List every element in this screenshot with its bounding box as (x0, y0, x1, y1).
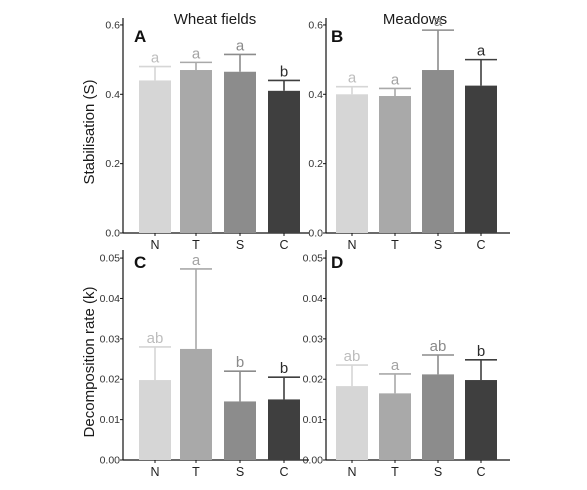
panel-letter-b: B (331, 27, 343, 46)
panel-d: D 0.00 0.01 0.02 0.03 0.04 0.05 ab Na Tab Sb C (303, 250, 510, 479)
bar-s (224, 71, 256, 233)
x-tick-label-t: T (192, 238, 200, 252)
x-tick-label-s: S (434, 238, 442, 252)
bar-t (180, 348, 212, 460)
panel-letter-c: C (134, 253, 146, 272)
bar-s (422, 70, 454, 233)
column-title-wheat-fields: Wheat fields (174, 11, 257, 28)
bar-s (422, 374, 454, 460)
x-tick-label-c: C (476, 238, 485, 252)
significance-letter-s: b (236, 354, 244, 371)
bar-n (336, 94, 368, 234)
y-tick-label: 0.6 (308, 19, 323, 31)
x-tick-label-s: S (236, 238, 244, 252)
panels-group: A0.00.20.40.6aNaTaSbCB0.00.20.40.6aNaTaS… (100, 13, 510, 479)
x-tick-label-n: N (150, 465, 159, 479)
y-tick-label: 0.2 (308, 158, 323, 170)
bar-c (465, 85, 497, 233)
y-tick-label: 0.00 (303, 455, 324, 467)
y-tick-label: 0.0 (308, 228, 323, 240)
x-tick-label-c: C (279, 238, 288, 252)
significance-letter-n: ab (147, 330, 164, 347)
bar-n (336, 386, 368, 460)
significance-letter-c: a (477, 43, 486, 60)
bar-n (139, 80, 171, 233)
significance-letter-s: a (434, 13, 443, 30)
bar-s (224, 401, 256, 460)
y-tick-label: 0.01 (100, 414, 121, 426)
x-tick-label-t: T (391, 238, 399, 252)
column-title-meadows: Meadows (383, 11, 447, 28)
x-tick-label-s: S (236, 465, 244, 479)
significance-letter-c: b (477, 343, 485, 360)
bar-t (180, 70, 212, 233)
bar-t (379, 96, 411, 233)
x-tick-label-t: T (192, 465, 200, 479)
y-tick-label: 0.02 (303, 374, 324, 386)
significance-letter-t: a (391, 71, 400, 88)
y-tick-label: 0.04 (303, 293, 324, 305)
y-tick-label: 0.2 (105, 158, 120, 170)
y-tick-label: 0.03 (100, 333, 121, 345)
significance-letter-s: ab (430, 338, 447, 355)
bar-c (268, 90, 300, 234)
y-tick-label: 0.4 (105, 89, 120, 101)
y-tick-label: 0.05 (303, 253, 324, 265)
panel-letter-d: D (331, 253, 343, 272)
significance-letter-n: a (348, 70, 357, 87)
x-tick-label-c: C (279, 465, 288, 479)
panel-b: B 0.0 0.2 0.4 0.6 a Na Ta Sa C (308, 13, 510, 252)
y-tick-label: 0.03 (303, 333, 324, 345)
y-tick-label: 0.6 (105, 19, 120, 31)
bar-n (139, 380, 171, 460)
y-tick-label: 0.04 (100, 293, 121, 305)
y-tick-label: 0.05 (100, 253, 121, 265)
y-axis-label-decomposition: Decomposition rate (k) (81, 287, 98, 438)
x-tick-label-t: T (391, 465, 399, 479)
significance-letter-t: a (391, 357, 400, 374)
y-tick-label: 0.01 (303, 414, 324, 426)
significance-letter-n: a (151, 50, 160, 67)
bar-c (465, 380, 497, 460)
x-tick-label-s: S (434, 465, 442, 479)
significance-letter-c: b (280, 360, 288, 377)
y-tick-label: 0.00 (100, 455, 121, 467)
significance-letter-n: ab (344, 348, 361, 365)
x-tick-label-n: N (150, 238, 159, 252)
panel-c: C 0.00 0.01 0.02 0.03 0.04 0.05 ab Na Tb Sb C (100, 250, 309, 479)
y-tick-label: 0.02 (100, 374, 121, 386)
bar-t (379, 393, 411, 460)
y-tick-label: 0.0 (105, 228, 120, 240)
y-axis-label-stabilisation: Stabilisation (S) (81, 79, 98, 184)
x-tick-label-n: N (347, 238, 356, 252)
significance-letter-s: a (236, 37, 245, 54)
significance-letter-t: a (192, 45, 201, 62)
x-tick-label-n: N (347, 465, 356, 479)
significance-letter-t: a (192, 252, 201, 269)
panel-a: A 0.0 0.2 0.4 0.6 a Na Ta Sb C (105, 18, 309, 252)
bar-c (268, 399, 300, 460)
x-tick-label-c: C (476, 465, 485, 479)
significance-letter-c: b (280, 63, 288, 80)
y-tick-label: 0.4 (308, 89, 323, 101)
panel-letter-a: A (134, 27, 146, 46)
